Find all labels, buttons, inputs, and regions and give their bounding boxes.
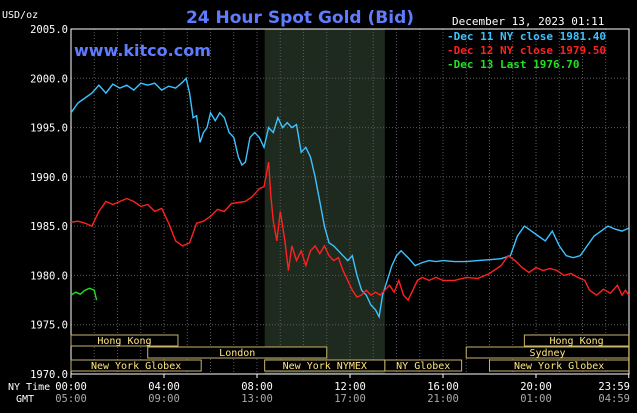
- watermark: www.kitco.com: [74, 41, 211, 60]
- x-tick-label-gmt: 04:59: [598, 393, 630, 405]
- series-line: [70, 287, 98, 301]
- session-label: Sydney: [529, 348, 565, 359]
- session-bar: [523, 334, 630, 347]
- legend-entry: -Dec 11 NY close 1981.40: [447, 30, 606, 43]
- x-tick-label-ny: 23:59: [598, 381, 630, 393]
- nymex-shade: [264, 29, 385, 374]
- x-tick-label-gmt: 17:00: [334, 393, 366, 405]
- session-label: New York Globex: [514, 361, 604, 372]
- x-tick-label-ny: 12:00: [334, 381, 366, 393]
- y-tick-label: 1980.0: [30, 270, 68, 282]
- session-bar: [70, 359, 202, 372]
- x-tick-label-ny: 00:00: [55, 381, 87, 393]
- x-tick-label-gmt: 21:00: [427, 393, 459, 405]
- legend: -Dec 11 NY close 1981.40-Dec 12 NY close…: [447, 30, 606, 71]
- x-row2-label: GMT: [16, 394, 34, 405]
- session-bar: [147, 346, 328, 359]
- session-label: Hong Kong: [549, 336, 603, 347]
- x-tick-label-gmt: 09:00: [148, 393, 180, 405]
- x-tick-label-ny: 04:00: [148, 381, 180, 393]
- legend-entry: -Dec 12 NY close 1979.50: [447, 44, 606, 57]
- x-tick-label-ny: 16:00: [427, 381, 459, 393]
- session-label: NY Globex: [396, 361, 450, 372]
- x-tick-label-gmt: 01:00: [520, 393, 552, 405]
- y-tick-label: 1970.0: [30, 369, 68, 381]
- x-tick-label-ny: 08:00: [241, 381, 273, 393]
- series-line: [70, 76, 630, 320]
- y-axis-label: USD/oz: [2, 10, 38, 21]
- y-tick-label: 1975.0: [30, 320, 68, 332]
- legend-entry: -Dec 13 Last 1976.70: [447, 58, 579, 71]
- session-label: Hong Kong: [97, 336, 151, 347]
- session-bar: [384, 359, 463, 372]
- x-row1-label: NY Time: [8, 382, 50, 393]
- y-tick-label: 2005.0: [30, 24, 68, 36]
- session-bar: [489, 359, 630, 372]
- session-label: London: [219, 348, 255, 359]
- y-tick-label: 2000.0: [30, 73, 68, 85]
- session-bar: [465, 346, 630, 359]
- x-tick-label-ny: 20:00: [520, 381, 552, 393]
- x-tick-label-gmt: 05:00: [55, 393, 87, 405]
- y-tick-label: 1995.0: [30, 123, 68, 135]
- y-tick-label: 1985.0: [30, 221, 68, 233]
- session-label: New York NYMEX: [283, 361, 367, 372]
- y-tick-label: 1990.0: [30, 172, 68, 184]
- x-tick-label-gmt: 13:00: [241, 393, 273, 405]
- session-bar: [70, 334, 179, 347]
- session-label: New York Globex: [91, 361, 181, 372]
- series-line: [70, 161, 630, 302]
- date-time: December 13, 2023 01:11: [452, 15, 604, 28]
- chart-title: 24 Hour Spot Gold (Bid): [186, 8, 414, 28]
